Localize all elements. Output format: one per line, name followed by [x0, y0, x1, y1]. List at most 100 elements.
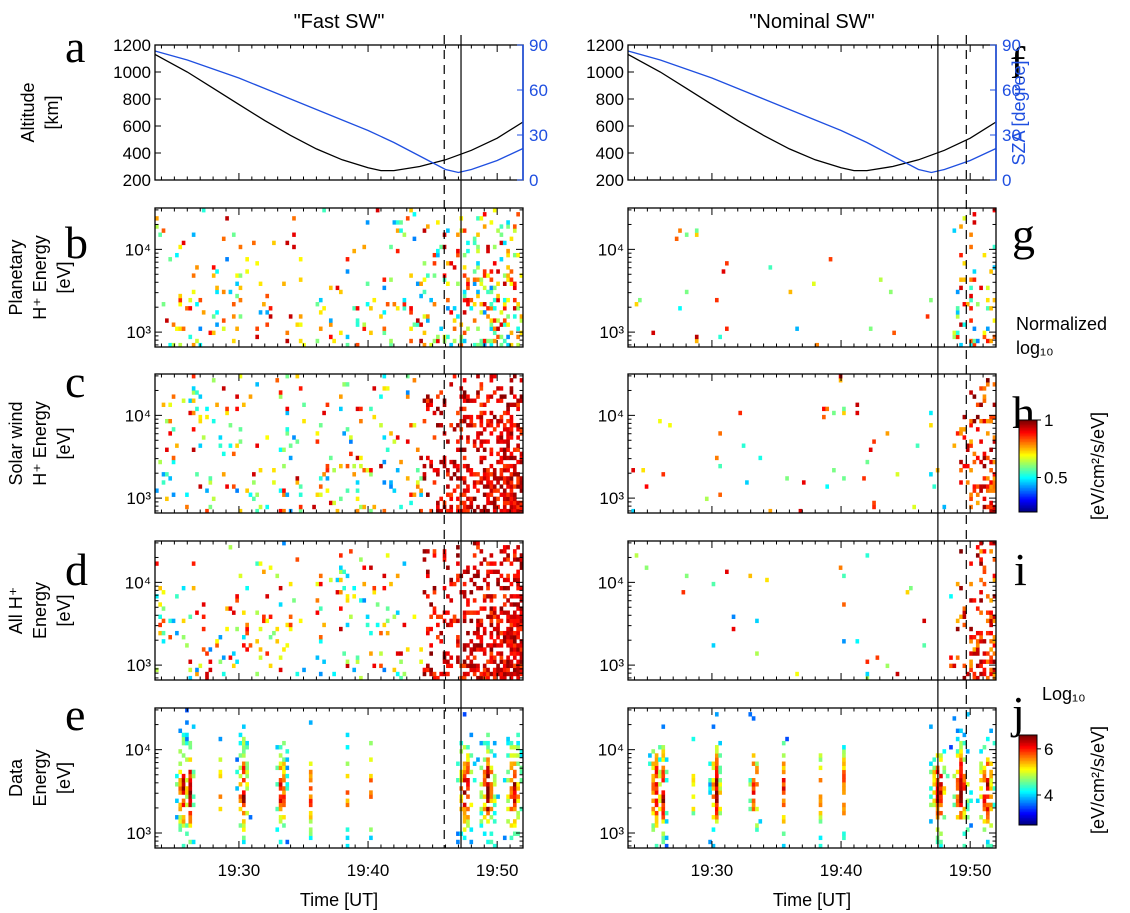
spectrogram-cell [218, 757, 223, 762]
spectrogram-cell [969, 504, 973, 510]
spectrogram-cell [345, 745, 350, 750]
spectrogram-cell [496, 496, 500, 502]
spectrogram-cell [506, 342, 510, 348]
spectrogram-cell [489, 394, 494, 399]
spectrogram-cell [486, 614, 490, 619]
ylabel-group: [eV] [54, 427, 74, 459]
spectrogram-cell [509, 281, 514, 286]
spectrogram-cell [982, 769, 987, 775]
spectrogram-cell [439, 390, 444, 395]
spectrogram-cell [486, 819, 490, 824]
spectrogram-cell [425, 573, 430, 579]
x-axis-label: Time [UT] [300, 890, 378, 910]
spectrogram-cell [661, 839, 666, 845]
panel-ylabel: Planetary [6, 239, 26, 315]
spectrogram-cell [415, 468, 420, 473]
spectrogram-cell [828, 257, 833, 262]
spectrogram-cell [781, 819, 786, 824]
spectrogram-cell [288, 443, 293, 448]
spectrogram-cell [205, 508, 209, 514]
spectrogram-cell [664, 810, 669, 816]
spectrogram-cell [982, 651, 987, 656]
spectrogram-cell [708, 761, 712, 766]
spectrogram-cell [345, 802, 350, 808]
spectrogram-cell [422, 277, 427, 282]
spectrogram-cell [489, 302, 494, 307]
spectrogram-cell [258, 561, 263, 566]
spectrogram-cell [292, 216, 296, 221]
ylabel-group: Data [6, 758, 26, 797]
spectrogram-cell [201, 435, 206, 440]
spectrogram-cell [328, 577, 333, 583]
spectrogram-cell [228, 289, 233, 295]
panel-letter: f [1010, 37, 1026, 88]
spectrogram-cell [506, 659, 510, 664]
spectrogram-cell [221, 671, 226, 677]
spectrogram-cell [641, 468, 646, 473]
spectrogram-cell [489, 378, 494, 383]
spectrogram-cell [506, 585, 510, 591]
colorbar-cell [1019, 455, 1037, 458]
spectrogram-cell [512, 790, 517, 795]
colorbar-cell [1019, 424, 1037, 427]
spectrogram-cell [456, 639, 460, 644]
spectrogram-cell [482, 472, 487, 477]
spectrogram-cell [278, 390, 283, 395]
spectrogram-cell [496, 488, 500, 493]
spectrogram-cell [456, 476, 460, 481]
spectrogram-cell [479, 476, 484, 481]
spectrogram-cell [389, 480, 393, 485]
spectrogram-cell [486, 569, 490, 575]
spectrogram-cell [506, 736, 510, 742]
spectrogram-cell [516, 753, 520, 758]
spectrogram-cell [725, 569, 729, 575]
spectrogram-cell [962, 414, 967, 420]
spectrogram-cell [255, 492, 260, 497]
spectrogram-cell [462, 761, 467, 766]
spectrogram-cells [648, 712, 997, 849]
spectrogram-cell [972, 326, 977, 331]
spectrogram-cell [158, 630, 162, 636]
spectrogram-cell [175, 773, 179, 779]
spectrogram-cell [631, 508, 635, 514]
spectrogram-cell [714, 786, 719, 791]
spectrogram-cell [509, 472, 514, 477]
spectrogram-cell [409, 310, 413, 315]
spectrogram-cell [509, 484, 514, 489]
spectrogram-cell [661, 815, 666, 820]
spectrogram-cell [975, 492, 980, 497]
colorbar-cell [1019, 449, 1037, 452]
spectrogram-cell [462, 418, 467, 424]
spectrogram-cell [486, 561, 490, 566]
spectrogram-cell [479, 342, 484, 348]
spectrogram-cell [349, 435, 353, 440]
spectrogram-cell [462, 297, 467, 303]
energy-tick-label: 10⁴ [598, 406, 624, 425]
spectrogram-cell [466, 248, 470, 254]
spectrogram-cell [499, 455, 504, 461]
spectrogram-cell [929, 761, 933, 766]
spectrogram-cell [476, 435, 480, 440]
colorbar-cell [1019, 475, 1037, 478]
spectrogram-cell [369, 651, 373, 656]
spectrogram-cell [178, 293, 183, 299]
spectrogram-cell [436, 468, 440, 473]
spectrogram-cell [865, 671, 870, 677]
spectrogram-cell [962, 675, 967, 681]
spectrogram-cell [499, 484, 504, 489]
spectrogram-cell [489, 749, 494, 754]
spectrogram-cell [985, 778, 990, 783]
spectrogram-cell [661, 757, 666, 762]
spectrogram-cell [519, 610, 524, 615]
spectrogram-cell [245, 740, 249, 746]
spectrogram-cell [345, 594, 350, 599]
spectrogram-cell [818, 810, 823, 816]
spectrogram-cell [842, 602, 846, 607]
spectrogram-cell [225, 484, 229, 489]
spectrogram-cell [359, 455, 363, 461]
spectrogram-cell [489, 488, 494, 493]
colorbar-cell [1019, 769, 1037, 772]
spectrogram-cell [516, 212, 520, 217]
spectrogram-cell [506, 577, 510, 583]
spectrogram-cell [651, 761, 656, 766]
